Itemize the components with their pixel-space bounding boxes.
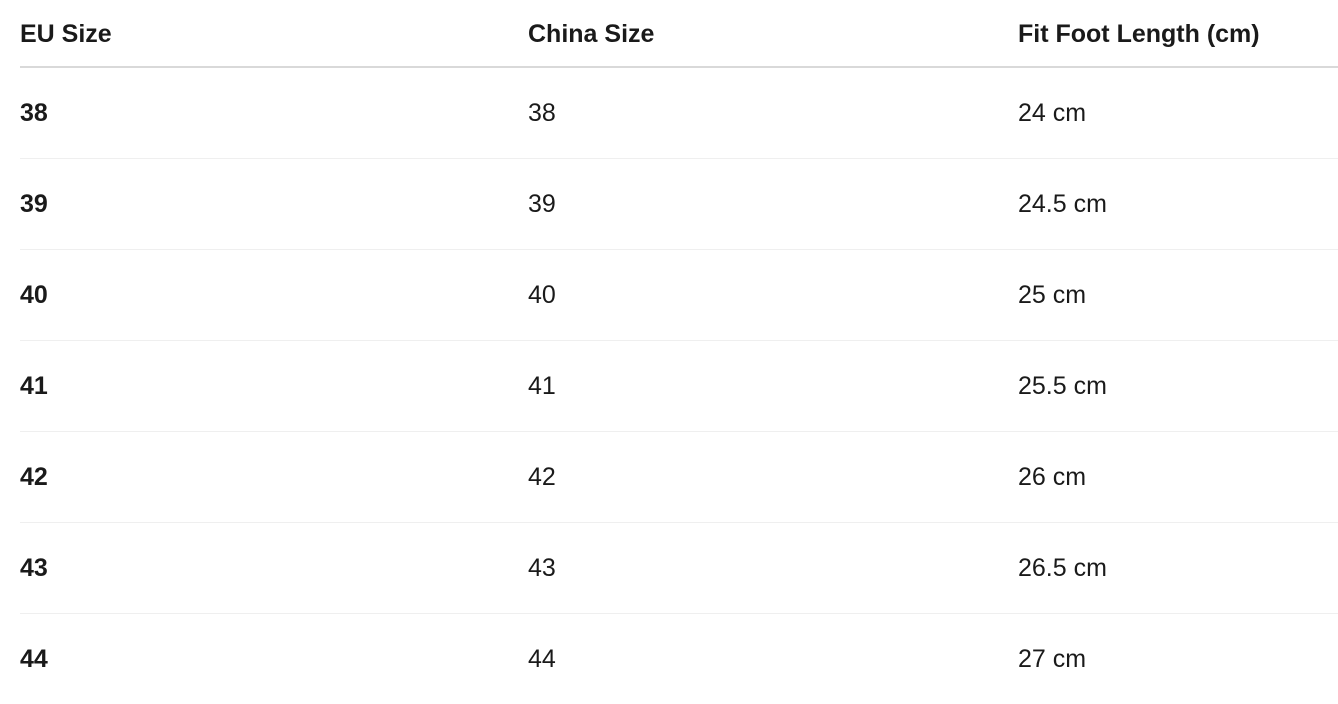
eu-size-cell: 40	[20, 280, 48, 309]
header-china-size: China Size	[528, 19, 655, 48]
foot-length-cell: 26.5 cm	[1018, 553, 1107, 582]
foot-length-cell: 24.5 cm	[1018, 189, 1107, 218]
foot-length-cell: 24 cm	[1018, 98, 1087, 127]
eu-size-cell: 41	[20, 371, 48, 400]
table-header: EU Size China Size Fit Foot Length (cm)	[20, 0, 1338, 68]
china-size-cell: 39	[528, 189, 556, 218]
size-chart-table: EU Size China Size Fit Foot Length (cm) …	[20, 0, 1338, 704]
eu-size-cell: 38	[20, 98, 48, 127]
table-row: 38 38 24 cm	[20, 68, 1338, 159]
china-size-cell: 43	[528, 553, 556, 582]
eu-size-cell: 44	[20, 644, 48, 673]
eu-size-cell: 39	[20, 189, 48, 218]
table-row: 40 40 25 cm	[20, 250, 1338, 341]
china-size-cell: 44	[528, 644, 556, 673]
china-size-cell: 38	[528, 98, 556, 127]
china-size-cell: 42	[528, 462, 556, 491]
eu-size-cell: 43	[20, 553, 48, 582]
header-eu-size: EU Size	[20, 19, 112, 48]
header-foot-length: Fit Foot Length (cm)	[1018, 19, 1260, 48]
china-size-cell: 41	[528, 371, 556, 400]
foot-length-cell: 26 cm	[1018, 462, 1087, 491]
table-row: 44 44 27 cm	[20, 614, 1338, 704]
table-row: 42 42 26 cm	[20, 432, 1338, 523]
table-row: 43 43 26.5 cm	[20, 523, 1338, 614]
china-size-cell: 40	[528, 280, 556, 309]
foot-length-cell: 25.5 cm	[1018, 371, 1107, 400]
foot-length-cell: 27 cm	[1018, 644, 1087, 673]
table-row: 39 39 24.5 cm	[20, 159, 1338, 250]
eu-size-cell: 42	[20, 462, 48, 491]
table-row: 41 41 25.5 cm	[20, 341, 1338, 432]
foot-length-cell: 25 cm	[1018, 280, 1087, 309]
